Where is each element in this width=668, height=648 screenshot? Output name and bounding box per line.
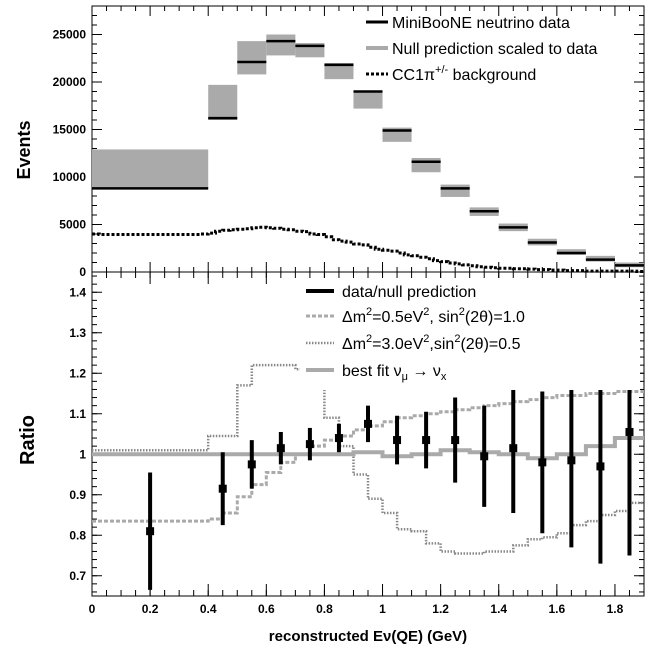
top-legend: MiniBooNE neutrino data Null prediction … xyxy=(366,15,598,84)
bottom-y-tick-label: 1.1 xyxy=(69,407,86,421)
ratio-data-marker xyxy=(567,456,576,465)
osc-curve-0p5ev2 xyxy=(92,390,644,523)
ratio-data-marker xyxy=(625,427,634,436)
bottom-y-tick-label: 0.7 xyxy=(69,569,86,583)
top-y-tick-label: 10000 xyxy=(53,170,87,184)
ratio-data-points xyxy=(146,308,634,590)
prediction-box xyxy=(324,63,354,80)
top-y-tick-label: 20000 xyxy=(53,75,87,89)
x-tick-label: 1.6 xyxy=(548,602,565,616)
x-tick-label: 0.8 xyxy=(316,602,333,616)
legend-label-bestfit: best fit νμ → νx xyxy=(342,363,447,383)
ratio-data-marker xyxy=(364,419,372,428)
ratio-data-marker xyxy=(422,436,431,445)
ratio-data-marker xyxy=(509,444,518,453)
bottom-y-tick-label: 1.3 xyxy=(69,326,86,340)
prediction-box xyxy=(237,41,267,75)
ratio-data-marker xyxy=(334,434,343,443)
legend-label-osc1: Δm2=0.5eV2, sin2(2θ)=1.0 xyxy=(342,306,525,326)
bottom-y-axis-title: Ratio xyxy=(17,415,39,465)
oscillation-curves xyxy=(92,363,644,555)
legend-label-ratio: data/null prediction xyxy=(342,284,476,301)
top-y-tick-label: 15000 xyxy=(53,123,87,137)
x-tick-label: 0.4 xyxy=(200,602,217,616)
x-tick-label: 0.2 xyxy=(142,602,159,616)
null-prediction-boxes xyxy=(92,34,644,268)
x-tick-label: 1.8 xyxy=(607,602,624,616)
prediction-box xyxy=(92,149,209,189)
ratio-data-marker xyxy=(596,462,605,471)
top-y-tick-label: 0 xyxy=(79,265,86,279)
ratio-data-marker xyxy=(480,452,489,461)
cc1pi-background-path xyxy=(92,225,644,273)
ratio-data-marker xyxy=(276,444,285,453)
ratio-data-marker xyxy=(305,440,314,449)
prediction-box xyxy=(411,158,441,173)
best-fit-curve xyxy=(92,436,644,461)
top-y-axis-title: Events xyxy=(14,120,34,179)
osc-curve-3ev2 xyxy=(92,363,644,555)
x-tick-label: 1 xyxy=(379,602,386,616)
legend-label-cc1pi: CC1π+/- background xyxy=(392,64,536,84)
bottom-y-tick-label: 1.4 xyxy=(69,285,86,299)
prediction-box xyxy=(440,184,470,197)
bottom-legend: data/null prediction Δm2=0.5eV2, sin2(2θ… xyxy=(300,278,640,390)
ratio-data-marker xyxy=(538,458,547,467)
bottom-y-tick-label: 0.9 xyxy=(69,488,86,502)
ratio-data-marker xyxy=(393,436,402,445)
top-y-tick-label: 5000 xyxy=(59,218,86,232)
x-tick-label: 1.2 xyxy=(432,602,449,616)
ratio-data-marker xyxy=(218,484,227,493)
bottom-y-tick-label: 1 xyxy=(79,447,86,461)
ratio-data-marker xyxy=(247,460,256,469)
x-tick-label: 0.6 xyxy=(258,602,275,616)
bottom-y-tick-label: 0.8 xyxy=(69,528,86,542)
top-y-tick-label: 25000 xyxy=(53,28,87,42)
top-axis-ticks: 0 5000 10000 15000 20000 25000 xyxy=(53,6,644,279)
prediction-box xyxy=(208,84,238,120)
data-bin-lines xyxy=(92,39,644,267)
x-tick-label: 0 xyxy=(89,602,96,616)
bottom-legend-bg xyxy=(300,278,640,390)
bottom-panel: 0.7 0.8 0.9 1 1.1 1.2 1.3 1.4 0 0.2 0.4 0.6 0.8 1 1.2 1… xyxy=(17,271,645,645)
prediction-box xyxy=(266,34,296,56)
legend-label-data: MiniBooNE neutrino data xyxy=(392,15,570,32)
ratio-data-marker xyxy=(451,436,460,445)
x-tick-label: 1.4 xyxy=(490,602,507,616)
legend-label-null-prediction: Null prediction scaled to data xyxy=(392,41,598,58)
cc1pi-background-line xyxy=(92,225,644,273)
legend-label-osc2: Δm2=3.0eV2,sin2(2θ)=0.5 xyxy=(342,333,521,353)
prediction-box xyxy=(353,90,383,109)
ratio-data-marker xyxy=(146,527,155,536)
bottom-y-tick-label: 1.2 xyxy=(69,366,86,380)
x-axis-title: reconstructed Eν(QE) (GeV) xyxy=(269,628,467,645)
top-panel: 0 5000 10000 15000 20000 25000 Events MiniBoo… xyxy=(14,5,645,279)
